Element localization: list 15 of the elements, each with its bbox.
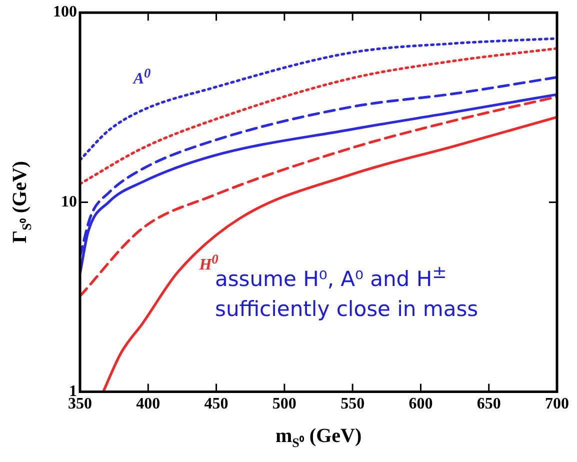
line-series [102,116,557,392]
x-tick-label: 650 [476,396,501,413]
x-tick-label: 350 [68,396,92,413]
x-tick-label: 600 [408,396,433,413]
x-tick-label: 450 [204,396,228,413]
y-tick-label: 100 [53,4,77,21]
x-tick-label: 700 [545,396,569,413]
annotation: A$^{0}$ [133,65,151,89]
x-tick-label: 400 [136,396,160,413]
line-series [80,47,557,186]
x-tick-label: 500 [272,396,296,413]
x-axis-title: m$_{S⁰}$ (GeV) [276,425,362,451]
y-tick-label: 10 [61,193,77,210]
line-series [80,37,557,162]
x-tick-label: 550 [340,396,365,413]
